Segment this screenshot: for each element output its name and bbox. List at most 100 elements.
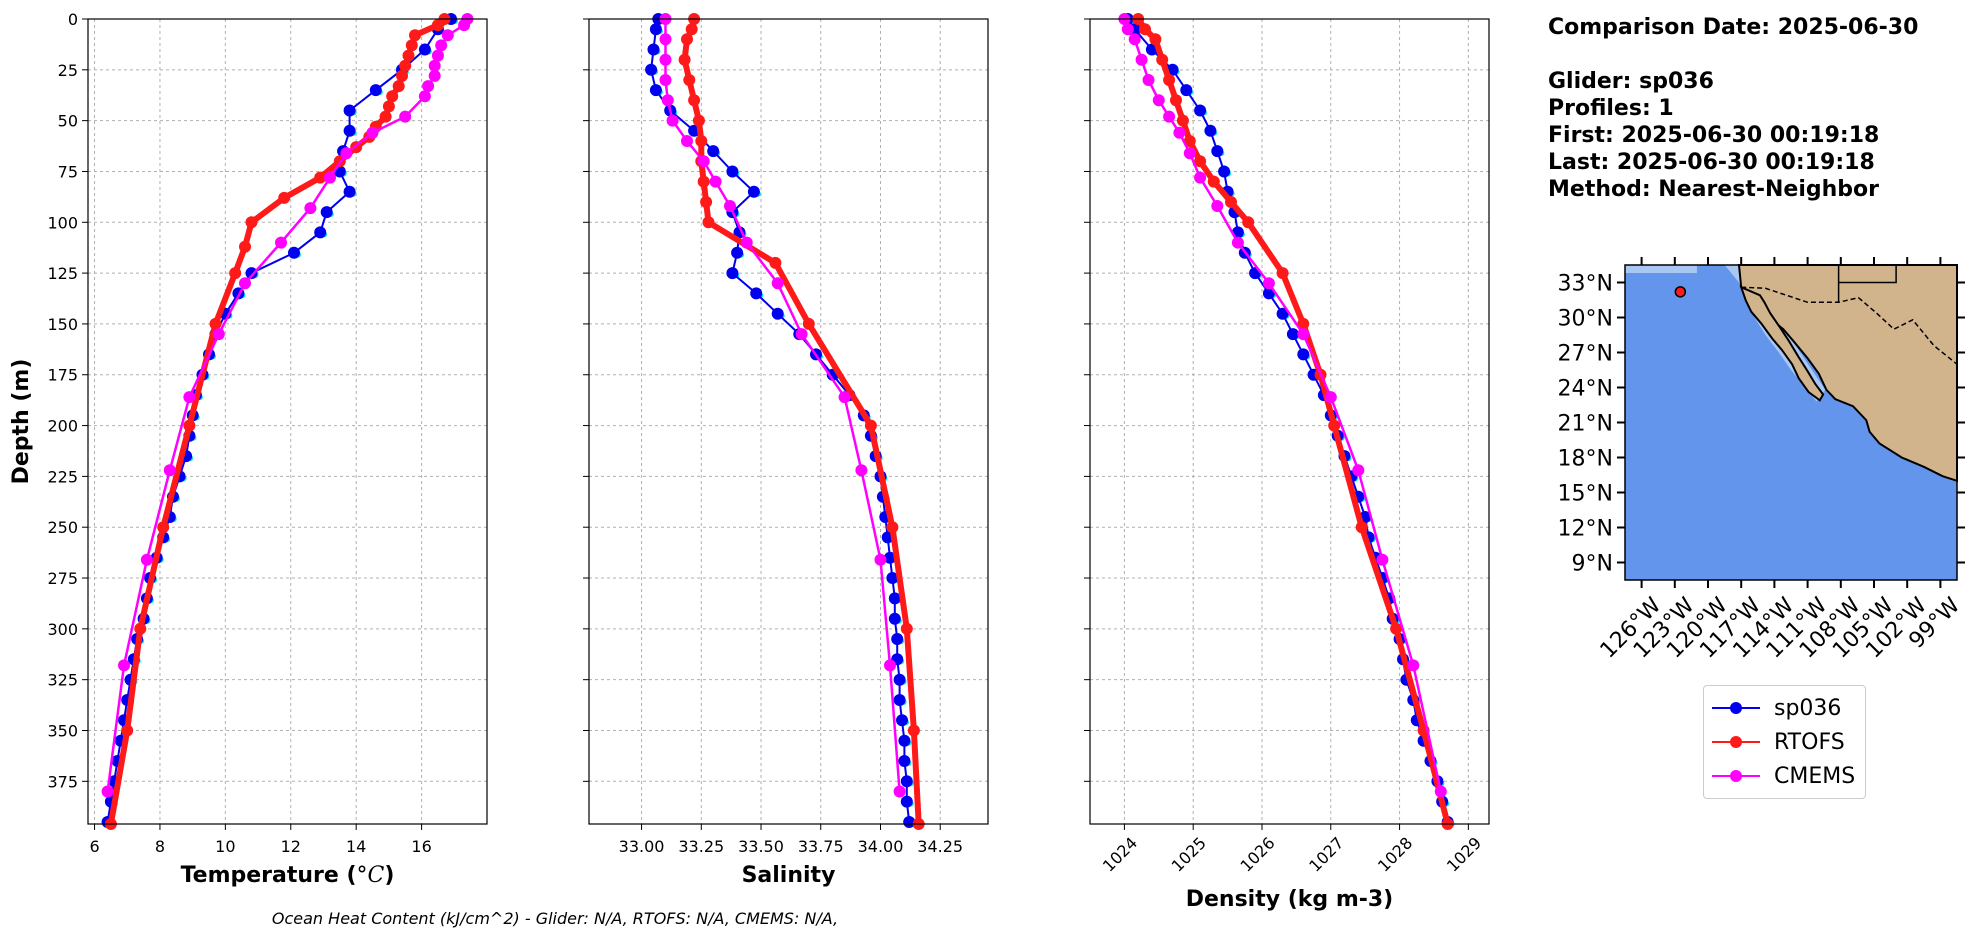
data-point-cmems [795,328,808,341]
data-point-sp036 [1262,287,1275,300]
data-point-sp036 [886,572,899,584]
data-point-cmems [118,659,130,672]
data-point-rtofs [209,317,222,330]
y-tick-label: 125 [47,264,78,283]
data-point-rtofs [1225,196,1237,208]
lat-label: 21°N [1558,412,1613,437]
data-point-cmems [874,553,887,566]
y-tick-label: 75 [58,162,78,181]
y-tick-label: 225 [47,467,78,486]
series-line-cmems [1123,18,1443,792]
x-axis-label: Salinity [742,863,836,888]
x-tick-label: 1028 [1374,833,1416,875]
location-map: 33°N30°N27°N24°N21°N18°N15°N12°N9°N126°W… [1558,257,1965,664]
data-point-rtofs [697,175,710,188]
x-tick-label: 12 [281,837,301,856]
data-point-cmems [740,236,753,249]
data-point-rtofs [278,191,291,204]
data-point-rtofs [1156,53,1169,66]
data-point-cmems [659,74,672,86]
data-point-cmems [1183,147,1196,160]
data-point-sp036 [418,43,431,56]
data-point-rtofs [907,724,920,737]
x-tick-label: 1026 [1237,833,1279,875]
data-point-cmems [1211,200,1224,212]
lat-label: 15°N [1558,482,1613,507]
data-point-rtofs [431,19,444,32]
lat-label: 30°N [1558,307,1613,332]
legend-label: sp036 [1774,695,1842,721]
x-tick-label: 1027 [1305,833,1347,875]
lat-label: 9°N [1572,552,1613,577]
data-point-cmems [239,277,251,290]
y-tick-label: 350 [47,721,78,740]
glider-name: Glider: sp036 [1548,69,1714,94]
y-tick-label: 100 [47,213,78,232]
data-point-cmems [666,114,679,127]
y-tick-label: 275 [47,569,78,588]
x-tick-label: 8 [155,837,165,856]
comparison-date: Comparison Date: 2025-06-30 [1548,15,1919,40]
data-point-rtofs [409,29,421,42]
data-point-rtofs [692,114,705,127]
data-point-rtofs [1170,94,1182,107]
data-point-cmems [212,328,225,341]
data-point-cmems [340,147,353,160]
data-point-sp036 [893,673,906,686]
data-point-cmems [441,29,454,42]
data-point-cmems [140,553,153,566]
data-point-rtofs [1390,622,1403,635]
map-body: 33°N30°N27°N24°N21°N18°N15°N12°N9°N126°W… [1558,257,1965,664]
data-point-sp036 [903,816,916,828]
data-point-sp036 [288,246,300,259]
data-point-sp036 [320,206,333,219]
data-point-sp036 [1180,84,1193,97]
data-point-rtofs [1139,23,1151,36]
data-point-cmems [697,155,710,168]
method: Method: Nearest-Neighbor [1548,177,1879,202]
series-line-sp036 [106,18,452,823]
data-point-cmems [661,94,674,107]
state-border [1838,265,1897,284]
data-point-cmems [1194,171,1207,184]
series-rtofs [678,13,925,830]
data-point-sp036 [1218,165,1231,178]
x-tick-label: 33.25 [678,837,724,856]
x-tick-label: 33.00 [619,837,665,856]
panel-frame [588,18,989,825]
y-tick-label: 200 [47,417,78,436]
data-point-sp036 [750,287,763,300]
data-point-rtofs [769,256,782,269]
legend-item-cmems: CMEMS [1712,759,1857,793]
data-point-cmems [1121,23,1134,36]
data-point-sp036 [343,104,356,117]
data-point-sp036 [726,165,739,178]
data-point-rtofs [702,216,715,229]
data-point-cmems [1434,785,1447,798]
data-point-cmems [659,33,672,46]
data-point-cmems [422,80,435,93]
series-line-cmems [106,18,469,792]
y-tick-label: 50 [58,112,78,131]
data-point-rtofs [695,135,708,147]
x-tick-label: 1024 [1099,833,1141,875]
legend: sp036 RTOFS CMEMS [1703,685,1866,799]
data-point-rtofs [183,419,196,432]
series-cmems [101,13,474,798]
data-point-cmems [1135,53,1148,66]
data-point-rtofs [1328,419,1341,432]
data-point-cmems [893,785,906,798]
lat-label: 18°N [1558,447,1613,472]
data-point-rtofs [886,521,899,534]
lat-label: 12°N [1558,517,1613,542]
x-tick-label: 34.00 [858,837,904,856]
data-point-sp036 [1297,348,1310,361]
x-tick-label: 33.50 [738,837,784,856]
lat-label: 33°N [1558,272,1613,297]
data-point-cmems [1231,236,1244,249]
data-point-rtofs [399,59,412,72]
data-point-sp036 [891,633,904,645]
legend-item-rtofs: RTOFS [1712,725,1857,759]
baja-peninsula [1739,285,1825,402]
data-point-sp036 [343,124,356,137]
